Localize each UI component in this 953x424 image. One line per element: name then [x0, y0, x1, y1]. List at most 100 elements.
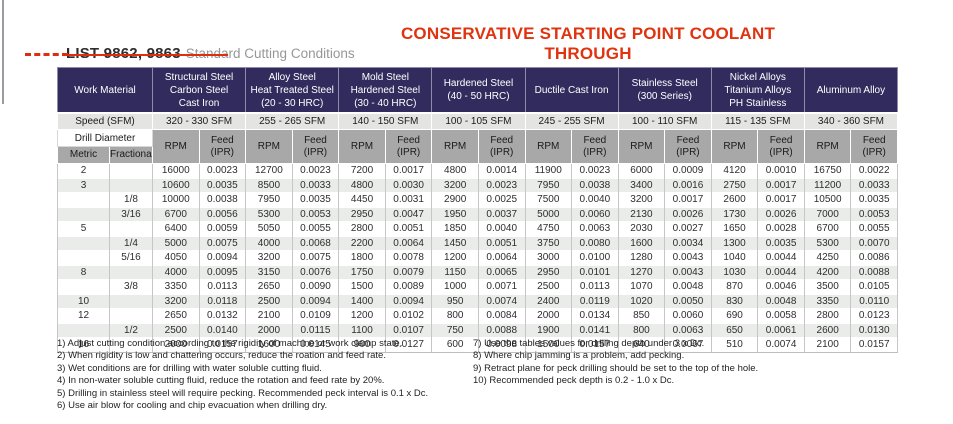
rpm-value-cell: 2800 [338, 221, 386, 236]
metric-fractional-row: Metric Fractional [57, 146, 898, 164]
rpm-value-cell: 900 [338, 337, 386, 353]
feed-value-cell: 0.0044 [757, 264, 805, 280]
feed-value-cell: 0.0134 [571, 308, 619, 323]
metric-cell: 16 [57, 337, 110, 353]
rpm-value-cell: 2100 [803, 337, 852, 353]
metric-cell: 5 [57, 221, 110, 236]
feed-value-cell: 0.0094 [198, 250, 247, 265]
feed-value-cell: 0.0094 [384, 293, 433, 309]
fractional-cell: 3/8 [109, 279, 153, 294]
rpm-value-cell: 6000 [617, 163, 666, 178]
feed-value-cell: 0.0023 [477, 177, 526, 193]
footnote-item: 4) In non-water soluble cutting fluid, r… [57, 375, 385, 387]
feed-value-cell: 0.0016 [664, 177, 712, 193]
speed-value: 320 - 330 SFM [151, 112, 247, 130]
metric-cell [57, 322, 110, 338]
feed-value-cell: 0.0023 [571, 163, 619, 178]
feed-value-cell: 0.0048 [757, 293, 805, 309]
material-header: Aluminum Alloy [803, 67, 899, 114]
feed-value-cell: 0.0064 [477, 250, 526, 265]
fractional-cell [109, 177, 153, 193]
rpm-value-cell: 4800 [338, 177, 386, 193]
rpm-value-cell: 2030 [617, 221, 666, 236]
rpm-value-cell: 950 [431, 293, 479, 309]
material-header: Ductile Cast Iron [524, 67, 619, 114]
speed-value: 245 - 255 SFM [524, 112, 619, 130]
metric-cell [57, 235, 110, 251]
rpm-value-cell: 2000 [245, 322, 293, 338]
rpm-value-cell: 1070 [617, 279, 666, 294]
rpm-value-cell: 1040 [710, 250, 759, 265]
metric-cell: 10 [57, 293, 110, 309]
rpm-value-cell: 5000 [524, 206, 573, 222]
feed-value-cell: 0.0050 [664, 293, 712, 309]
feed-header: Feed (IPR) [571, 129, 619, 164]
fractional-header: Fractional [109, 146, 153, 164]
rpm-header: RPM [524, 129, 573, 164]
rpm-value-cell: 3200 [245, 250, 293, 265]
rpm-value-cell: 1200 [431, 250, 479, 265]
rpm-header: RPM [245, 129, 293, 164]
rpm-value-cell: 1730 [710, 206, 759, 222]
table-row: 2 16000 0.0023 12700 0.0023 7200 0.0017 4800 0.0… [57, 163, 898, 178]
feed-value-cell: 0.0075 [198, 235, 247, 251]
rpm-header: RPM [152, 129, 200, 164]
rpm-value-cell: 750 [431, 322, 479, 338]
rpm-value-cell: 600 [431, 337, 479, 353]
feed-value-cell: 0.0064 [384, 235, 433, 251]
rpm-value-cell: 690 [710, 308, 759, 323]
feed-value-cell: 0.0031 [384, 192, 433, 207]
feed-header: Feed (IPR) [291, 129, 340, 164]
rpm-value-cell: 6700 [803, 221, 852, 236]
rpm-value-cell: 2500 [245, 293, 293, 309]
feed-value-cell: 0.0051 [477, 235, 526, 251]
rpm-value-cell: 12700 [245, 163, 293, 178]
rpm-value-cell: 5300 [803, 235, 852, 251]
metric-cell [57, 279, 110, 294]
feed-value-cell: 0.0053 [291, 206, 340, 222]
feed-value-cell: 0.0074 [477, 293, 526, 309]
rpm-value-cell: 6400 [152, 221, 200, 236]
feed-value-cell: 0.0095 [198, 264, 247, 280]
metric-cell [57, 250, 110, 265]
feed-value-cell: 0.0035 [757, 235, 805, 251]
table-row: 3 10600 0.0035 8500 0.0033 4800 0.0030 3200 0.00… [57, 177, 898, 193]
feed-value-cell: 0.0038 [198, 192, 247, 207]
feed-value-cell: 0.0035 [291, 192, 340, 207]
rpm-value-cell: 4120 [710, 163, 759, 178]
rpm-value-cell: 4750 [524, 221, 573, 236]
feed-value-cell: 0.0023 [198, 163, 247, 178]
rpm-value-cell: 1020 [617, 293, 666, 309]
rpm-value-cell: 8500 [245, 177, 293, 193]
feed-value-cell: 0.0080 [571, 235, 619, 251]
speed-row: Speed (SFM) 320 - 330 SFM 255 - 265 SFM 14… [57, 112, 899, 130]
feed-value-cell: 0.0101 [571, 264, 619, 280]
rpm-header: RPM [431, 129, 479, 164]
table-row: 10 3200 0.0118 2500 0.0094 1400 0.0094 950 0.007… [57, 293, 898, 309]
feed-value-cell: 0.0141 [571, 322, 619, 338]
rpm-value-cell: 10500 [803, 192, 852, 207]
feed-header: Feed (IPR) [850, 129, 898, 164]
feed-value-cell: 0.0157 [850, 337, 898, 353]
footnote-item: 6) Use air blow for cooling and chip eva… [57, 400, 328, 412]
drill-diameter-header: Drill Diameter [57, 129, 153, 147]
coolant-title: CONSERVATIVE STARTING POINT COOLANT THRO… [400, 24, 776, 63]
feed-value-cell: 0.0025 [477, 192, 526, 207]
rpm-value-cell: 6700 [152, 206, 200, 222]
feed-value-cell: 0.0068 [291, 235, 340, 251]
metric-cell: 8 [57, 264, 110, 280]
speed-row-label: Speed (SFM) [57, 112, 153, 130]
table-row: 1/2 2500 0.0140 2000 0.0115 1100 0.0107 750 0.00… [57, 322, 898, 338]
feed-value-cell: 0.0060 [571, 206, 619, 222]
rpm-value-cell: 4050 [152, 250, 200, 265]
table-row: 5/16 4050 0.0094 3200 0.0075 1800 0.0078 1200 0.… [57, 250, 898, 265]
rpm-value-cell: 2000 [152, 337, 200, 353]
rpm-value-cell: 1030 [710, 264, 759, 280]
work-material-header: Work Material [57, 67, 153, 114]
rpm-value-cell: 3200 [617, 192, 666, 207]
rpm-value-cell: 1200 [338, 308, 386, 323]
strikethrough-dashed-segment [25, 53, 68, 56]
fractional-cell [109, 163, 153, 178]
feed-value-cell: 0.0033 [291, 177, 340, 193]
rpm-value-cell: 5300 [245, 206, 293, 222]
